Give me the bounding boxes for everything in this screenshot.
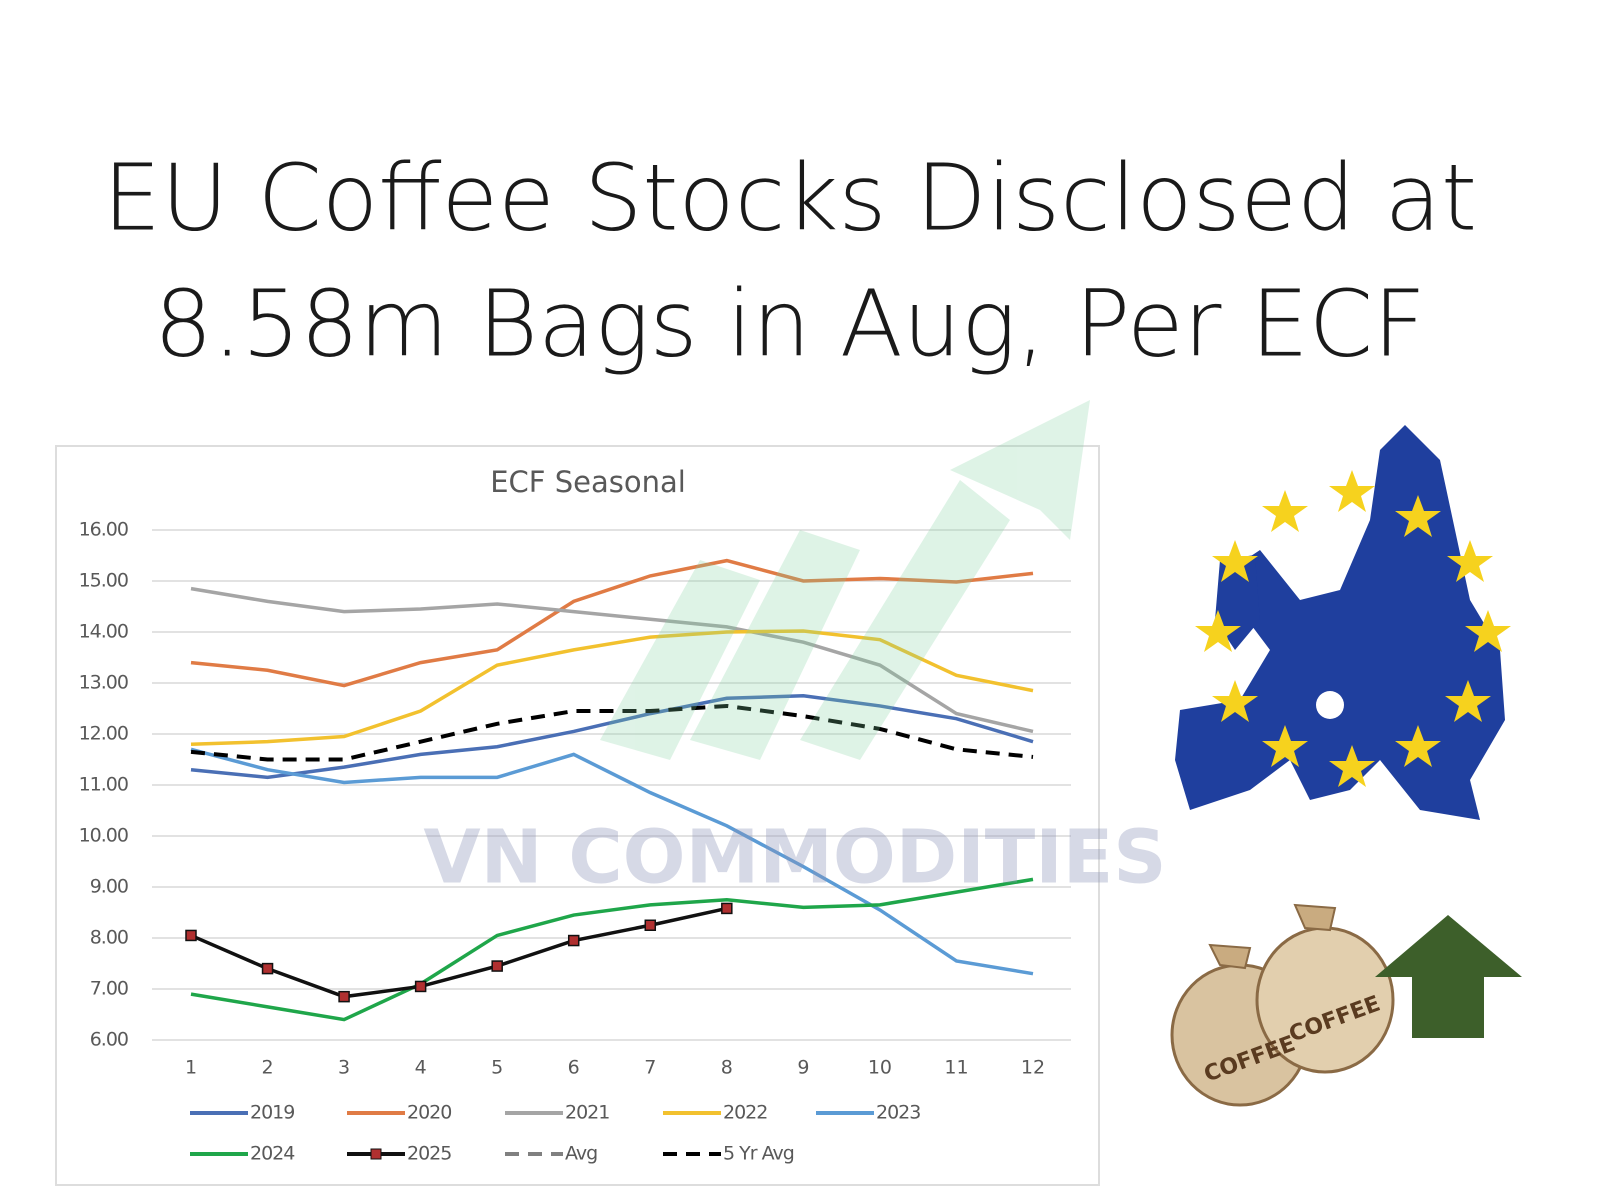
plot: ECF Seasonal6.007.008.009.0010.0011.0012… [79, 465, 1071, 1165]
headline: 8.58m Bags in Aug, Per ECF [154, 271, 1426, 378]
watermark-logo [600, 400, 1090, 760]
legend-label: 2025 [407, 1143, 451, 1165]
y-tick-label: 16.00 [79, 519, 128, 541]
y-tick-label: 14.00 [79, 621, 128, 643]
y-tick-label: 10.00 [79, 825, 128, 847]
x-tick-label: 7 [644, 1057, 656, 1079]
series-line [190, 747, 1034, 976]
point-marker [644, 919, 657, 931]
x-tick-label: 1 [185, 1057, 197, 1079]
legend-label: Avg [565, 1143, 597, 1165]
x-tick-label: 12 [1021, 1057, 1045, 1079]
chart-frame [55, 445, 1100, 1186]
y-tick-label: 13.00 [79, 672, 128, 694]
point-marker [721, 902, 733, 915]
point-marker [567, 934, 580, 947]
legend-label: 2019 [250, 1102, 294, 1124]
series-line [190, 906, 728, 999]
up-arrow [1375, 915, 1522, 1038]
series-line [190, 629, 1034, 746]
series-line [190, 693, 1034, 780]
y-tick-label: 11.00 [79, 774, 128, 796]
legend-label: 2021 [565, 1102, 609, 1124]
legend-label: 5 Yr Avg [723, 1143, 794, 1165]
y-tick-label: 12.00 [79, 723, 128, 745]
legend-marker [370, 1148, 382, 1160]
legend-label: 2022 [723, 1102, 767, 1124]
series-line [190, 877, 1034, 1022]
x-tick-label: 5 [491, 1057, 503, 1079]
x-tick-label: 6 [568, 1057, 580, 1079]
legend-label: 2020 [407, 1102, 451, 1124]
headline: EU Coffee Stocks Disclosed at [103, 145, 1477, 252]
coffee-bags: COFFEE COFFEE [1170, 903, 1395, 1107]
watermark: VN COMMODITIES [423, 815, 1166, 901]
point-marker [338, 990, 350, 1003]
x-tick-label: 2 [261, 1057, 273, 1079]
eu-map [1175, 425, 1511, 820]
x-tick-label: 8 [721, 1057, 733, 1079]
legend-label: 2024 [250, 1143, 295, 1165]
chart-title: ECF Seasonal [490, 465, 686, 499]
y-tick-label: 15.00 [79, 570, 128, 592]
series-line [190, 703, 1034, 762]
point-marker [491, 960, 503, 972]
x-tick-label: 11 [944, 1057, 968, 1079]
series-line [190, 586, 1034, 734]
x-tick-label: 3 [338, 1057, 350, 1079]
x-tick-label: 10 [868, 1057, 892, 1079]
y-tick-label: 8.00 [90, 927, 128, 949]
x-tick-label: 4 [415, 1057, 427, 1079]
y-tick-label: 6.00 [90, 1029, 128, 1051]
y-tick-label: 9.00 [90, 876, 128, 898]
series-line [190, 558, 1034, 688]
legend-label: 2023 [876, 1102, 920, 1124]
y-tick-label: 7.00 [90, 978, 128, 1000]
point-marker [185, 929, 197, 942]
point-marker [414, 980, 427, 993]
point-marker [261, 962, 274, 975]
x-tick-label: 9 [797, 1057, 809, 1079]
